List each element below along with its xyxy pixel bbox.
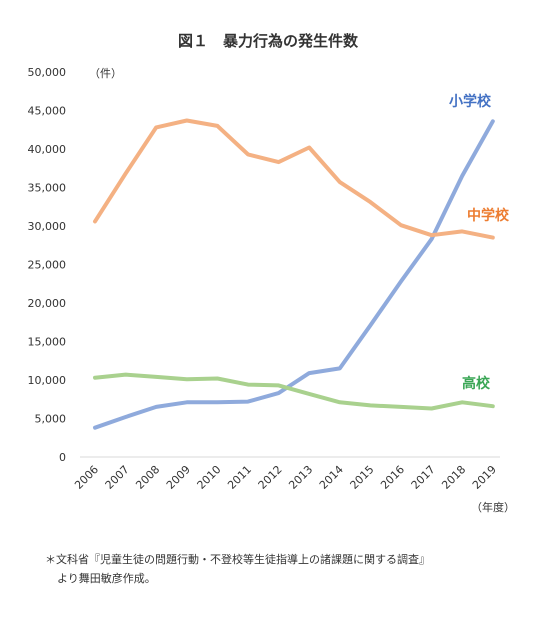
x-tick-label: 2010 bbox=[195, 463, 224, 492]
y-tick-label: 35,000 bbox=[28, 182, 67, 195]
source-note-line1: ＊文科省『児童生徒の問題行動・不登校等生徒指導上の諸課題に関する調査』 bbox=[45, 553, 430, 566]
x-tick-label: 2015 bbox=[348, 463, 377, 492]
x-tick-label: 2013 bbox=[286, 463, 315, 492]
y-tick-label: 15,000 bbox=[28, 336, 67, 349]
x-tick-label: 2018 bbox=[439, 463, 468, 492]
x-tick-label: 2014 bbox=[317, 463, 346, 492]
x-tick-label: 2012 bbox=[256, 463, 285, 492]
x-tick-label: 2008 bbox=[133, 463, 162, 492]
y-tick-labels: 0 5,000 10,000 15,000 20,000 25,000 30,000 35,0… bbox=[28, 66, 67, 464]
series-lines bbox=[93, 118, 495, 430]
x-tick-label: 2007 bbox=[103, 463, 132, 492]
x-unit-label: （年度） bbox=[471, 500, 515, 514]
series-label-2: 高校 bbox=[462, 375, 491, 392]
series-line-1 bbox=[93, 118, 495, 240]
x-tick-label: 2019 bbox=[470, 463, 499, 492]
y-tick-label: 0 bbox=[59, 451, 66, 464]
series-label-0: 小学校 bbox=[449, 93, 492, 110]
x-tick-label: 2017 bbox=[409, 463, 438, 492]
y-tick-label: 50,000 bbox=[28, 66, 67, 79]
y-tick-label: 25,000 bbox=[28, 259, 67, 272]
y-tick-label: 30,000 bbox=[28, 220, 67, 233]
x-tick-label: 2006 bbox=[72, 463, 101, 492]
x-tick-label: 2011 bbox=[225, 463, 254, 492]
source-note-line2: より舞田敏彦作成。 bbox=[57, 572, 156, 585]
chart-title: 図１ 暴力行為の発生件数 bbox=[178, 32, 359, 50]
series-label-1: 中学校 bbox=[467, 207, 510, 224]
series-line-2 bbox=[93, 372, 495, 411]
y-tick-label: 40,000 bbox=[28, 143, 67, 156]
y-unit-label: （件） bbox=[89, 67, 122, 80]
line-chart: 図１ 暴力行為の発生件数 （件） （年度） 0 5,000 10,000 15,000… bbox=[28, 32, 516, 514]
y-tick-label: 20,000 bbox=[28, 297, 67, 310]
series-line-0 bbox=[93, 119, 495, 430]
y-tick-label: 45,000 bbox=[28, 105, 67, 118]
y-tick-label: 10,000 bbox=[28, 374, 67, 387]
x-tick-labels: 2006 2007 2008 2009 2010 2011 2012 2013 2014 2015… bbox=[72, 463, 499, 492]
x-tick-label: 2016 bbox=[378, 463, 407, 492]
x-tick-label: 2009 bbox=[164, 463, 193, 492]
y-tick-label: 5,000 bbox=[35, 413, 67, 426]
